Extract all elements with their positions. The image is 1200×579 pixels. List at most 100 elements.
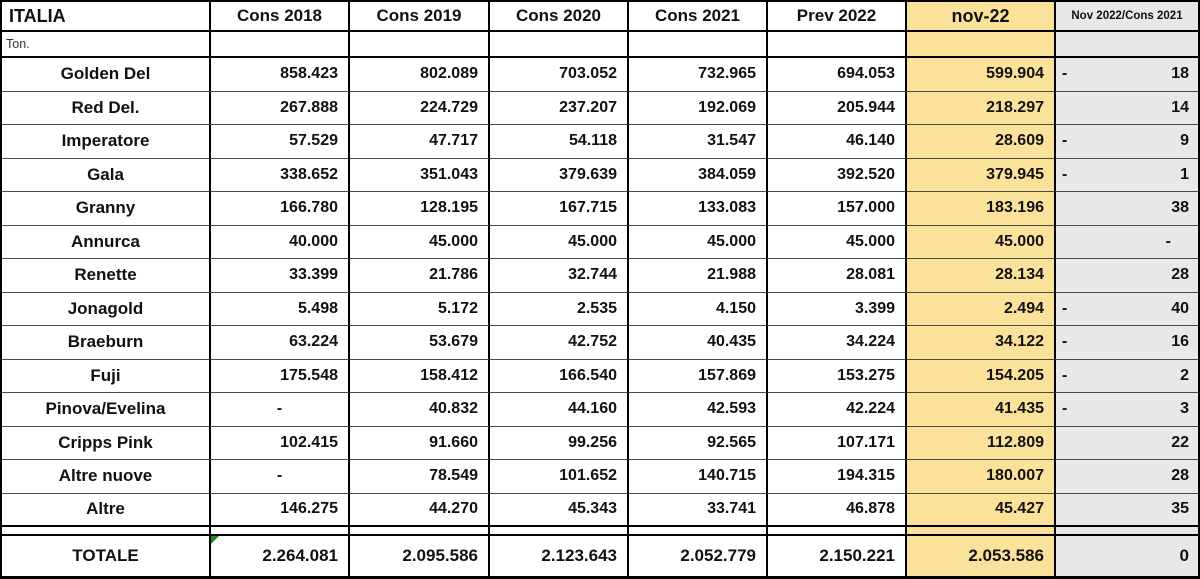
change-cell[interactable]: 28	[1056, 460, 1198, 494]
value-cell[interactable]: 102.415	[211, 426, 350, 460]
empty-cell[interactable]	[211, 32, 350, 58]
variety-name-cell[interactable]: Cripps Pink	[2, 426, 211, 460]
change-cell[interactable]: - 16	[1056, 326, 1198, 360]
value-cell[interactable]: 205.944	[768, 91, 907, 125]
header-cell-cons-2019[interactable]: Cons 2019	[350, 2, 490, 32]
value-cell[interactable]: 5.172	[350, 292, 490, 326]
value-cell[interactable]: 146.275	[211, 493, 350, 527]
change-cell[interactable]: -3	[1056, 393, 1198, 427]
change-cell[interactable]: - 40	[1056, 292, 1198, 326]
total-value-cell[interactable]: 2.095.586	[350, 536, 490, 576]
value-cell[interactable]: 42.593	[629, 393, 768, 427]
variety-name-cell[interactable]: Granny	[2, 192, 211, 226]
value-cell[interactable]: 46.878	[768, 493, 907, 527]
value-cell[interactable]: 33.741	[629, 493, 768, 527]
value-cell[interactable]: 47.717	[350, 125, 490, 159]
value-cell[interactable]: 28.081	[768, 259, 907, 293]
change-cell[interactable]: -	[1056, 225, 1198, 259]
value-cell[interactable]: 237.207	[490, 91, 629, 125]
value-cell[interactable]: 732.965	[629, 58, 768, 92]
value-cell[interactable]: 158.412	[350, 359, 490, 393]
value-cell[interactable]: 802.089	[350, 58, 490, 92]
value-cell[interactable]: 224.729	[350, 91, 490, 125]
value-cell[interactable]: 45.000	[629, 225, 768, 259]
variety-name-cell[interactable]: Golden Del	[2, 58, 211, 92]
value-cell[interactable]: 32.744	[490, 259, 629, 293]
value-cell[interactable]: 63.224	[211, 326, 350, 360]
variety-name-cell[interactable]: Altre nuove	[2, 460, 211, 494]
change-cell[interactable]: 22	[1056, 426, 1198, 460]
value-cell[interactable]: 57.529	[211, 125, 350, 159]
value-cell[interactable]: 28.134	[907, 259, 1056, 293]
value-cell[interactable]: 5.498	[211, 292, 350, 326]
value-cell[interactable]: 21.988	[629, 259, 768, 293]
value-cell[interactable]: 40.435	[629, 326, 768, 360]
value-cell[interactable]: 167.715	[490, 192, 629, 226]
value-cell[interactable]: 194.315	[768, 460, 907, 494]
value-cell[interactable]: -	[211, 460, 350, 494]
unit-label-cell[interactable]: Ton.	[2, 32, 211, 58]
empty-cell[interactable]	[350, 32, 490, 58]
change-cell[interactable]: -2	[1056, 359, 1198, 393]
value-cell[interactable]: 338.652	[211, 158, 350, 192]
variety-name-cell[interactable]: Altre	[2, 493, 211, 527]
variety-name-cell[interactable]: Red Del.	[2, 91, 211, 125]
value-cell[interactable]: 101.652	[490, 460, 629, 494]
value-cell[interactable]: 858.423	[211, 58, 350, 92]
empty-cell[interactable]	[1056, 32, 1198, 58]
value-cell[interactable]: 78.549	[350, 460, 490, 494]
value-cell[interactable]: 91.660	[350, 426, 490, 460]
value-cell[interactable]: 42.224	[768, 393, 907, 427]
change-cell[interactable]: 14	[1056, 91, 1198, 125]
value-cell[interactable]: 45.000	[490, 225, 629, 259]
change-cell[interactable]: -1	[1056, 158, 1198, 192]
value-cell[interactable]: 46.140	[768, 125, 907, 159]
value-cell[interactable]: 392.520	[768, 158, 907, 192]
variety-name-cell[interactable]: Jonagold	[2, 292, 211, 326]
empty-cell[interactable]	[907, 32, 1056, 58]
value-cell[interactable]: 54.118	[490, 125, 629, 159]
total-value-cell[interactable]: 2.150.221	[768, 536, 907, 576]
variety-name-cell[interactable]: Fuji	[2, 359, 211, 393]
value-cell[interactable]: 3.399	[768, 292, 907, 326]
value-cell[interactable]: 42.752	[490, 326, 629, 360]
total-value-cell[interactable]: 2.123.643	[490, 536, 629, 576]
value-cell[interactable]: 154.205	[907, 359, 1056, 393]
header-cell-nov22[interactable]: nov-22	[907, 2, 1056, 32]
value-cell[interactable]: 379.945	[907, 158, 1056, 192]
value-cell[interactable]: 166.780	[211, 192, 350, 226]
value-cell[interactable]: 157.869	[629, 359, 768, 393]
value-cell[interactable]: 133.083	[629, 192, 768, 226]
value-cell[interactable]: 31.547	[629, 125, 768, 159]
change-cell[interactable]: 35	[1056, 493, 1198, 527]
value-cell[interactable]: 28.609	[907, 125, 1056, 159]
value-cell[interactable]: 41.435	[907, 393, 1056, 427]
value-cell[interactable]: 53.679	[350, 326, 490, 360]
value-cell[interactable]: 694.053	[768, 58, 907, 92]
value-cell[interactable]: 157.000	[768, 192, 907, 226]
value-cell[interactable]: 192.069	[629, 91, 768, 125]
value-cell[interactable]: 34.122	[907, 326, 1056, 360]
value-cell[interactable]: 379.639	[490, 158, 629, 192]
value-cell[interactable]: 267.888	[211, 91, 350, 125]
value-cell[interactable]: -	[211, 393, 350, 427]
value-cell[interactable]: 703.052	[490, 58, 629, 92]
value-cell[interactable]: 2.535	[490, 292, 629, 326]
header-cell-cons-2020[interactable]: Cons 2020	[490, 2, 629, 32]
value-cell[interactable]: 45.427	[907, 493, 1056, 527]
header-cell-ratio[interactable]: Nov 2022/Cons 2021	[1056, 2, 1198, 32]
empty-cell[interactable]	[629, 32, 768, 58]
value-cell[interactable]: 384.059	[629, 158, 768, 192]
variety-name-cell[interactable]: Pinova/Evelina	[2, 393, 211, 427]
header-cell-cons-2021[interactable]: Cons 2021	[629, 2, 768, 32]
value-cell[interactable]: 40.000	[211, 225, 350, 259]
value-cell[interactable]: 4.150	[629, 292, 768, 326]
value-cell[interactable]: 99.256	[490, 426, 629, 460]
value-cell[interactable]: 140.715	[629, 460, 768, 494]
variety-name-cell[interactable]: Imperatore	[2, 125, 211, 159]
variety-name-cell[interactable]: Renette	[2, 259, 211, 293]
change-cell[interactable]: 38	[1056, 192, 1198, 226]
total-label-cell[interactable]: TOTALE	[2, 536, 211, 576]
value-cell[interactable]: 107.171	[768, 426, 907, 460]
value-cell[interactable]: 21.786	[350, 259, 490, 293]
